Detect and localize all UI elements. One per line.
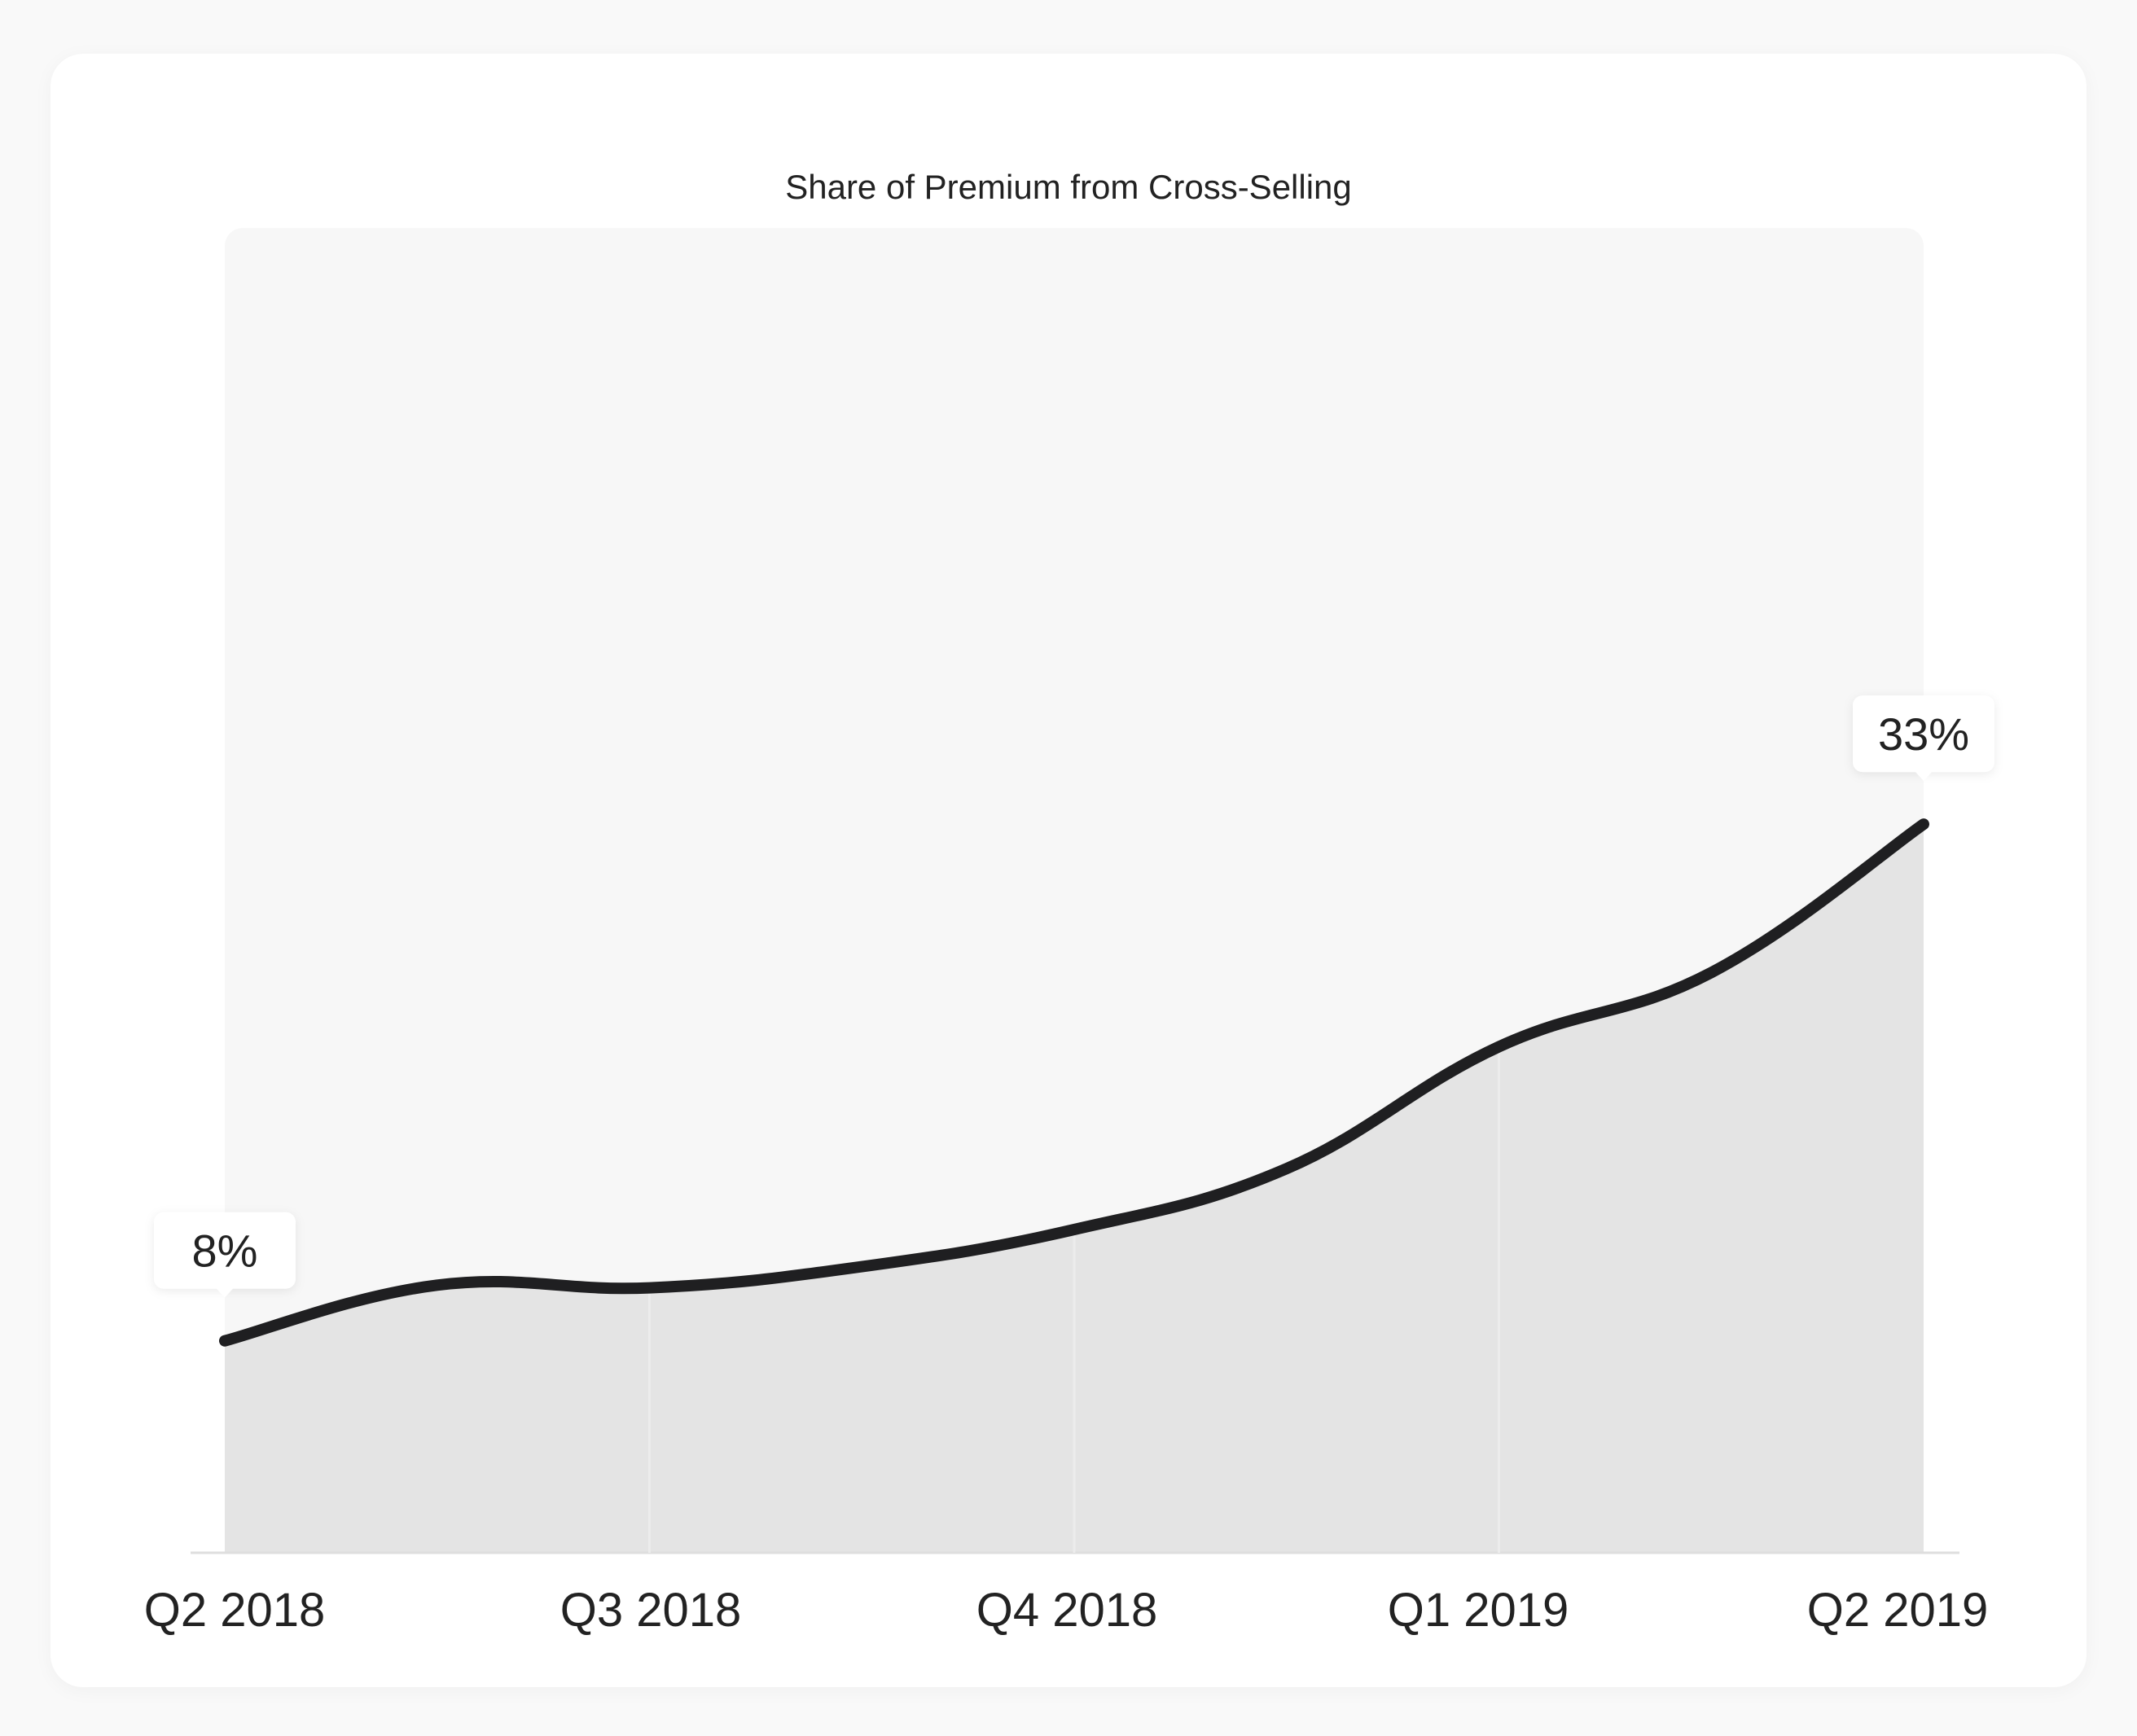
- callout-pointer: [1915, 771, 1933, 782]
- callout-label: 33%: [1878, 708, 1969, 760]
- x-tick-label: Q3 2018: [560, 1584, 742, 1637]
- series-line: [219, 818, 1929, 1347]
- data-callout: 8%: [154, 1212, 296, 1298]
- callout-pointer: [216, 1287, 234, 1298]
- x-tick-label: Q4 2018: [976, 1584, 1158, 1637]
- callout-box: [154, 1212, 296, 1289]
- x-tick-label: Q2 2018: [144, 1584, 326, 1637]
- x-tick-label: Q1 2019: [1388, 1584, 1569, 1637]
- x-tick-label: Q2 2019: [1807, 1584, 1989, 1637]
- data-callout: 33%: [1853, 695, 1994, 782]
- data-callouts: 8% 33%: [154, 695, 1994, 1298]
- x-tick-labels: Q2 2018 Q3 2018 Q4 2018 Q1 2019 Q2 2019: [144, 1584, 1989, 1637]
- callout-label: 8%: [192, 1225, 258, 1277]
- chart-title: Share of Premium from Cross-Selling: [785, 168, 1352, 206]
- callout-box: [1853, 695, 1994, 773]
